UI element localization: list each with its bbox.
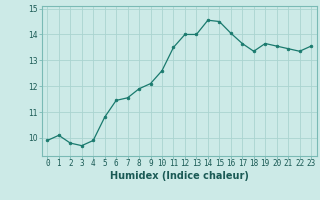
X-axis label: Humidex (Indice chaleur): Humidex (Indice chaleur) (110, 171, 249, 181)
